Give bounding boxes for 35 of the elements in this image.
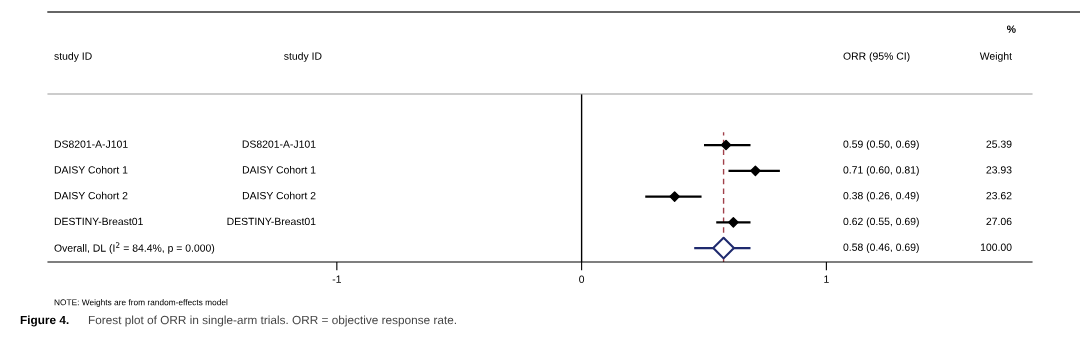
point: [750, 165, 761, 177]
y-tick-label: DAISY Cohort 1: [54, 165, 128, 174]
annotation: DESTINY-Breast01: [227, 217, 316, 226]
text: Forest plot of ORR in single-arm trials. ORR = objective response rate.: [88, 315, 456, 327]
x-tick-label: -1: [332, 275, 341, 283]
annotation: 27.06: [986, 217, 1012, 226]
annotation: 23.93: [986, 166, 1012, 174]
text: study ID: [54, 52, 92, 62]
text: ORR (95% CI): [843, 52, 910, 62]
annotation: 0.38 (0.26, 0.49): [843, 191, 919, 202]
annotation: 0.71 (0.60, 0.81): [843, 165, 919, 176]
annotation: 25.39: [986, 140, 1012, 148]
text: NOTE: Weights are from random-effects model: [54, 299, 228, 307]
y-tick-label: DS8201-A-J101: [54, 140, 128, 148]
annotation: 0.58 (0.46, 0.69): [843, 243, 919, 253]
point: [669, 191, 680, 202]
y-tick-label: Overall, DL (I$^{2}$ = 84.4%, p = 0.000): [54, 242, 215, 254]
annotation: 0.59 (0.50, 0.69): [843, 140, 919, 150]
point: [720, 139, 732, 151]
annotation: DAISY Cohort 2: [242, 191, 316, 200]
x-tick-label: 0: [579, 275, 585, 283]
point: [712, 236, 735, 260]
annotation: 0.62 (0.55, 0.69): [843, 217, 919, 228]
annotation: DS8201-A-J101: [242, 140, 316, 148]
text: Weight: [979, 52, 1012, 62]
annotation: DAISY Cohort 1: [242, 165, 316, 174]
y-tick-label: DESTINY-Breast01: [54, 217, 143, 226]
caption: Figure 4.: [20, 315, 69, 327]
point: [728, 217, 739, 228]
annotation: 23.62: [986, 191, 1012, 200]
x-tick-label: 1: [824, 275, 829, 283]
annotation: 100.00: [980, 243, 1012, 251]
text: study ID: [284, 52, 322, 62]
text: %: [1007, 25, 1016, 33]
y-tick-label: DAISY Cohort 2: [54, 191, 128, 200]
